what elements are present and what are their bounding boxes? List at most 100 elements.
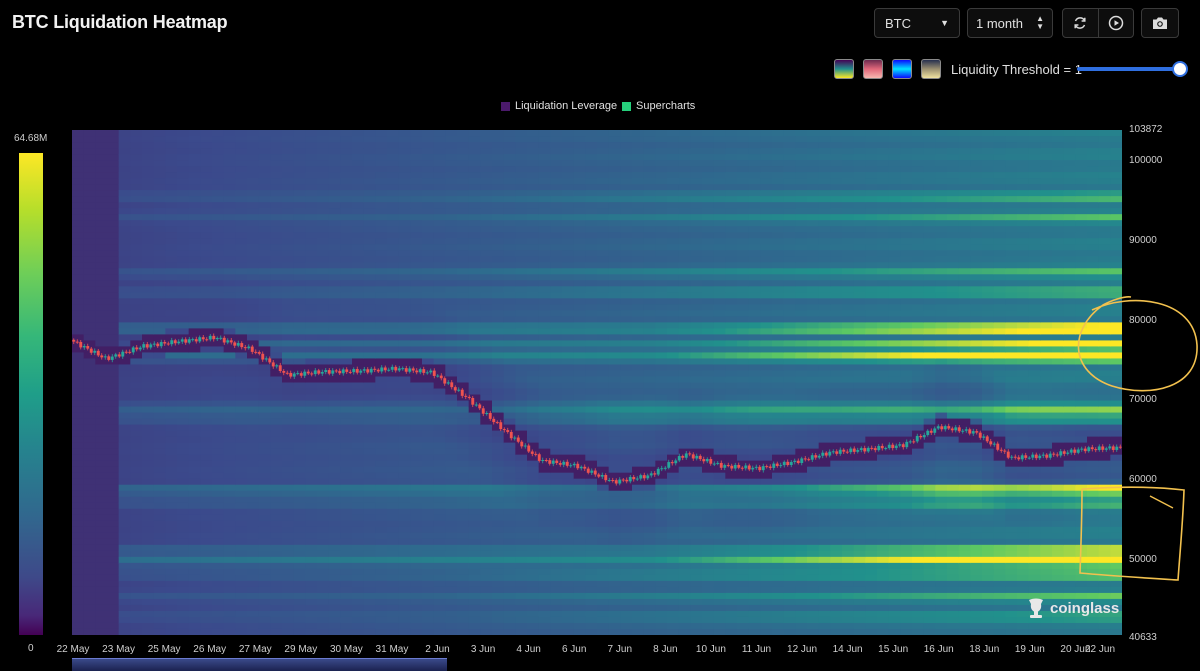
heat-cell [468,574,481,582]
heat-cell [352,628,365,635]
heat-cell [457,220,470,227]
heat-cell [165,430,178,438]
page-title: BTC Liquidation Heatmap [12,12,228,32]
heat-cell [748,502,761,510]
heat-cell [387,616,400,624]
heat-cell [702,436,715,444]
heat-cell [655,310,668,317]
heat-cell [282,364,295,372]
heat-cell [375,538,388,546]
slider-thumb[interactable] [1172,61,1188,77]
heat-cell [293,250,306,257]
heat-cell [608,550,621,558]
heat-cell [492,256,505,263]
heat-cell [83,262,96,269]
heat-cell [678,352,691,360]
heat-cell [713,526,726,534]
heat-cell [422,244,435,251]
symbol-select[interactable]: BTC ▼ [874,8,960,38]
heat-cell [492,142,505,149]
heat-cell [165,364,178,372]
heat-cell [690,130,703,137]
heat-cell [608,472,621,480]
heat-cell [270,586,283,594]
heat-cell [165,376,178,384]
heat-cell [573,190,586,197]
palette-swatch-electric[interactable] [892,59,912,79]
heat-cell [433,556,446,564]
heat-cell [153,352,166,360]
heat-cell [398,490,411,498]
heat-cell [527,250,540,257]
heat-cell [142,430,155,438]
heat-cell [270,256,283,263]
heat-cell [142,340,155,348]
palette-swatch-sepia[interactable] [921,59,941,79]
heat-cell [480,154,493,161]
heat-cell [387,268,400,275]
heat-cell [457,586,470,594]
range-select[interactable]: 1 month ▲ ▼ [967,8,1053,38]
liquidity-threshold-slider[interactable] [1077,67,1181,71]
heat-cell [737,400,750,408]
heat-cell [655,160,668,167]
heat-cell [387,610,400,618]
heat-cell [398,370,411,378]
heat-cell [130,184,143,191]
heat-cell [340,214,353,221]
heat-cell [270,472,283,480]
heat-cell [118,376,131,384]
heat-cell [748,412,761,420]
heat-cell [328,292,341,299]
heat-cell [690,286,703,293]
heat-cell [445,526,458,534]
heat-cell [410,490,423,498]
screenshot-button[interactable] [1141,8,1179,38]
legend-item-supercharts[interactable]: Supercharts [622,100,695,112]
heatmap-plot[interactable] [72,130,1122,635]
palette-swatch-viridis[interactable] [834,59,854,79]
heat-cell [270,268,283,275]
heat-cell [445,436,458,444]
heat-cell [725,154,738,161]
heat-cell [445,232,458,239]
heat-cell [363,550,376,558]
heat-cell [713,448,726,456]
heat-cell [212,376,225,384]
heat-cell [352,406,365,414]
heat-cell [258,244,271,251]
heat-cell [445,322,458,329]
heat-cell [340,160,353,167]
heat-cell [457,376,470,384]
refresh-button[interactable] [1063,9,1098,37]
heat-cell [632,562,645,570]
heat-cell [573,586,586,594]
heat-cell [328,208,341,215]
heat-cell [480,136,493,143]
heat-cell [573,574,586,582]
heat-cell [632,568,645,576]
palette-swatch-rose[interactable] [863,59,883,79]
heat-cell [620,484,633,492]
heat-cell [165,454,178,462]
legend-item-liquidation-leverage[interactable]: Liquidation Leverage [501,100,617,112]
heat-cell [573,394,586,402]
heat-cell [748,262,761,269]
heat-cell [270,274,283,281]
play-button[interactable] [1097,9,1134,37]
heat-cell [118,598,131,606]
heat-cell [142,214,155,221]
heat-cell [247,472,260,480]
heat-cell [165,232,178,239]
heat-cell [375,466,388,474]
heat-cell [387,292,400,299]
heat-cell [153,298,166,305]
heat-cell [527,376,540,384]
heat-cell [118,400,131,408]
heat-cell [713,352,726,360]
heat-cell [282,166,295,173]
heat-cell [247,592,260,600]
heat-cell [608,340,621,348]
heat-cell [352,496,365,504]
heat-cell [165,400,178,408]
